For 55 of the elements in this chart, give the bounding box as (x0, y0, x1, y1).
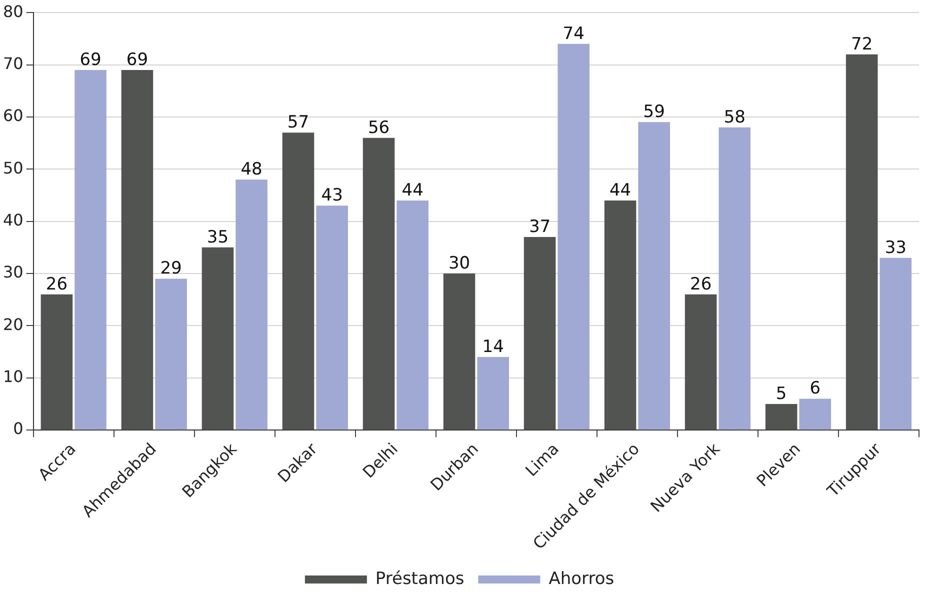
y-tick-label: 40 (3, 210, 24, 230)
bar (718, 127, 751, 430)
data-label: 56 (368, 118, 390, 138)
bar (396, 200, 428, 430)
legend-label: Ahorros (548, 568, 614, 589)
bar (477, 357, 509, 430)
bar (202, 247, 234, 430)
data-label: 44 (402, 180, 424, 200)
bar (765, 404, 798, 430)
data-label: 30 (448, 253, 470, 274)
bar (362, 138, 395, 430)
data-label: 69 (126, 50, 148, 70)
data-label: 5 (776, 384, 787, 404)
data-label: 57 (287, 112, 310, 133)
bar (155, 278, 187, 430)
bar (236, 180, 268, 430)
data-label: 44 (609, 180, 632, 200)
data-label: 26 (46, 274, 68, 294)
data-label: 74 (562, 24, 584, 44)
bar (558, 44, 590, 430)
y-tick-label: 20 (3, 314, 24, 334)
data-label: 6 (810, 378, 821, 399)
bar (684, 294, 717, 430)
bar (524, 236, 556, 430)
data-label: 26 (690, 274, 712, 294)
data-label: 43 (321, 186, 343, 206)
bar (604, 200, 636, 430)
bar (880, 258, 912, 430)
bar (638, 122, 670, 430)
bar (74, 70, 106, 430)
data-label: 58 (724, 107, 746, 128)
data-label: 14 (482, 336, 504, 357)
y-tick-label: 30 (3, 262, 24, 282)
data-label: 69 (80, 50, 102, 70)
data-label: 72 (851, 34, 873, 54)
data-label: 48 (240, 160, 262, 180)
data-label: 33 (884, 238, 906, 258)
data-label: 59 (643, 102, 665, 122)
bar (443, 274, 476, 430)
y-tick-label: 50 (3, 158, 24, 178)
bar (282, 132, 314, 430)
bar (40, 294, 73, 430)
y-tick-label: 80 (3, 2, 24, 21)
y-tick-label: 70 (3, 54, 24, 73)
bar (121, 70, 154, 430)
y-tick-label: 0 (13, 419, 24, 438)
bar (846, 54, 878, 430)
data-label: 35 (206, 227, 229, 248)
data-label: 29 (160, 258, 182, 279)
y-tick-label: 10 (3, 367, 24, 386)
legend-label: Préstamos (375, 568, 464, 589)
y-tick-label: 60 (3, 106, 24, 126)
data-label: 37 (528, 216, 551, 237)
bar (316, 206, 348, 430)
bar (799, 398, 832, 430)
